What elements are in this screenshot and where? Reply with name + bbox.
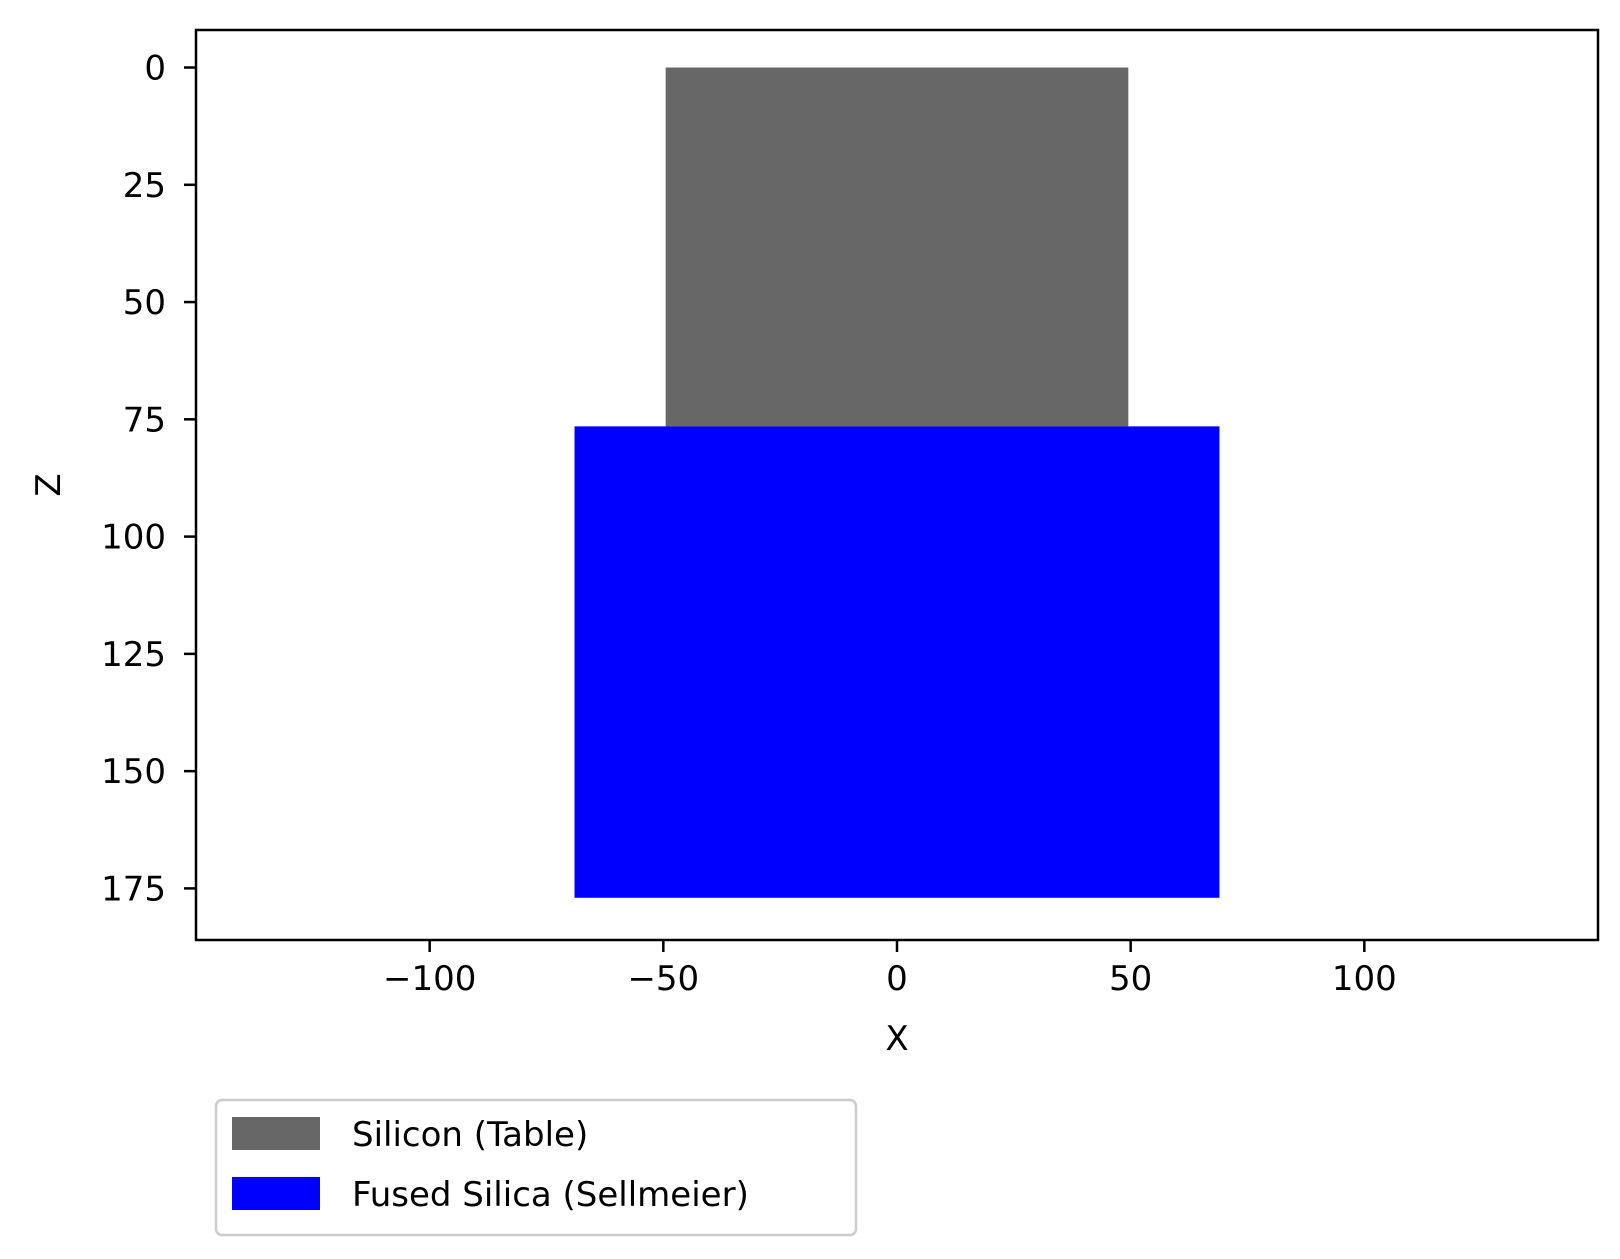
y-tick-label: 50 [123,283,166,323]
legend-label: Silicon (Table) [352,1115,588,1155]
region-1 [665,67,1129,427]
y-tick-label: 175 [101,869,166,909]
y-tick-label: 25 [123,166,166,206]
y-axis-label: Z [29,473,69,496]
region-2 [574,426,1220,898]
y-tick-label: 150 [101,752,166,792]
legend-frame [214,1098,858,1237]
legend-swatch [232,1177,320,1210]
y-tick-label: 75 [123,400,166,440]
x-axis-label: X [885,1019,908,1059]
plot-marks [574,67,1220,898]
y-tick-label: 125 [101,635,166,675]
legend-label: Fused Silica (Sellmeier) [352,1175,749,1215]
legend: Silicon (Table) Fused Silica (Sellmeier) [214,1098,858,1237]
x-tick-label: 100 [1332,959,1397,999]
x-tick-label: 50 [1109,959,1152,999]
x-tick-label: −50 [627,959,699,999]
y-axis: 0 25 50 75 100 125 150 175 [101,49,196,909]
y-tick-label: 0 [144,49,166,89]
y-tick-label: 100 [101,518,166,558]
x-tick-label: 0 [886,959,908,999]
legend-swatch [232,1117,320,1150]
x-tick-label: −100 [383,959,476,999]
x-axis: −100 −50 0 50 100 [383,940,1397,999]
